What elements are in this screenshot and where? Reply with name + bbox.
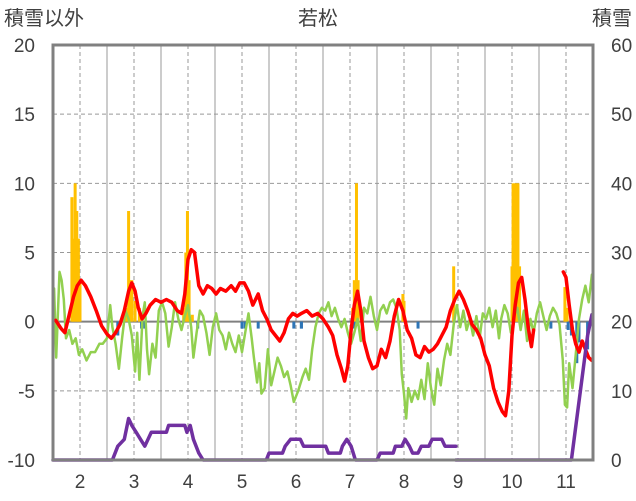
left-axis-label: 積雪以外 — [4, 6, 84, 30]
precip-bar — [78, 280, 82, 322]
precip-bar — [452, 266, 456, 322]
right-tick-label: 50 — [611, 105, 632, 126]
right-tick-label: 60 — [611, 36, 632, 57]
snowfall_negative-bar — [256, 321, 260, 329]
x-tick-label: 3 — [129, 472, 140, 493]
precip-bar — [133, 300, 137, 322]
x-tick-label: 4 — [183, 472, 194, 493]
x-tick-label: 8 — [399, 472, 410, 493]
precip-bar — [128, 280, 132, 322]
plot-frame — [51, 43, 595, 462]
left-tick-label: 5 — [24, 244, 35, 265]
temperature-line — [53, 247, 536, 418]
right-tick-label: 0 — [611, 451, 622, 472]
precip-bar — [72, 238, 76, 322]
daylight-line — [52, 270, 594, 420]
x-tick-label: 9 — [453, 472, 464, 493]
snowfall_negative-bar — [416, 321, 420, 329]
snowfall_negative-bar — [299, 321, 303, 329]
snowfall_negative-bar — [292, 321, 296, 329]
left-tick-label: 0 — [24, 313, 35, 334]
chart-title: 若松 — [298, 6, 338, 30]
x-tick-label: 11 — [556, 472, 576, 493]
right-tick-label: 10 — [611, 382, 632, 403]
precip-bar — [127, 211, 131, 322]
precip-bar — [563, 287, 567, 322]
x-tick-label: 5 — [237, 472, 248, 493]
snowfall_negative-bar — [566, 321, 570, 330]
snowfall_negative-bar — [549, 321, 553, 329]
precip-bar — [514, 183, 518, 322]
left-tick-label: -10 — [8, 451, 35, 472]
right-tick-label: 30 — [611, 244, 632, 265]
precip-bar — [518, 266, 522, 322]
precip-bar — [516, 183, 520, 322]
precip-bar — [76, 238, 80, 322]
precip-bar — [190, 314, 194, 322]
precip-bar — [513, 183, 517, 322]
x-tick-label: 6 — [291, 472, 302, 493]
x-tick-label: 7 — [345, 472, 356, 493]
precip-bar — [187, 280, 191, 322]
precip-bar — [354, 183, 358, 322]
x-tick-label: 10 — [501, 472, 522, 493]
precip-bar — [70, 197, 74, 322]
precip-bar — [182, 307, 186, 322]
precip-bar — [130, 280, 134, 322]
temperature-line — [561, 270, 594, 363]
precip-bar — [75, 211, 79, 322]
left-tick-label: -5 — [18, 382, 35, 403]
left-tick-label: 20 — [14, 36, 35, 57]
left-tick-label: 10 — [14, 174, 35, 195]
right-tick-label: 40 — [611, 174, 632, 195]
snow_depth-line — [51, 416, 458, 462]
tick-labels: -10 -5 0 5 10 15 20 0 10 20 30 40 50 60 2 3 4 5 6 7 8 9 10 11 — [8, 36, 633, 493]
left-tick-label: 15 — [14, 105, 35, 126]
precip-bar — [565, 307, 569, 322]
x-tick-label: 2 — [75, 472, 86, 493]
snowfall_negative-bar — [240, 321, 244, 329]
snowfall_negative-bar — [352, 321, 356, 329]
precip-bar — [511, 183, 515, 322]
right-axis-label: 積雪 — [592, 6, 632, 30]
precip-bar — [73, 183, 77, 322]
right-tick-label: 20 — [611, 313, 632, 334]
